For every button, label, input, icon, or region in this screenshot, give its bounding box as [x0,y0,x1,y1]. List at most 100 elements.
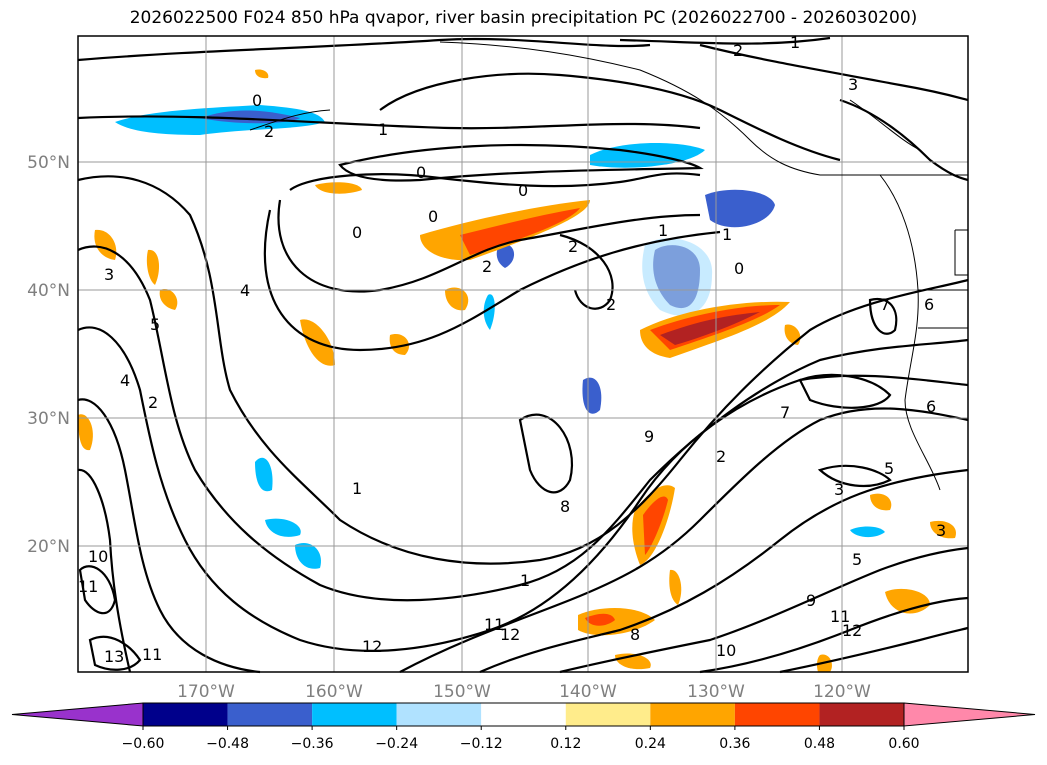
contour-label: 12 [362,637,382,656]
colorbar-segment [396,703,482,726]
contour-label: 11 [484,615,504,634]
contour-label: 8 [560,497,570,516]
contour-label: 4 [120,371,130,390]
lat-label: 30°N [27,409,70,429]
contour-label: 1 [352,479,362,498]
contour-label: 2 [716,447,726,466]
contour-label: 5 [884,459,894,478]
contour-label: 3 [104,265,114,284]
colorbar-extend-low [11,702,144,727]
colorbar-segment [227,703,313,726]
contour-label: 7 [780,403,790,422]
shade-orange [315,182,362,194]
contour-label: 10 [716,641,736,660]
shade-orange [78,414,93,451]
contour-label: 9 [806,591,816,610]
graticule [78,36,968,672]
colorbar-tick-label: −0.60 [122,736,165,752]
colorbar-tick-label: 0.12 [550,736,581,752]
lon-label: 160°W [305,682,363,702]
contour-label: 5 [150,315,160,334]
contour-label: 11 [830,607,850,626]
shade-orange [870,493,892,511]
shade-orange [930,520,956,539]
shade-lblue [642,238,713,316]
contour-label: 11 [78,577,98,596]
contour-label: 0 [734,259,744,278]
shade-blue [496,244,515,268]
shade-blue [295,542,321,569]
shade-orange [146,249,160,285]
colorbar-segment [650,703,735,726]
latitude-labels: 50°N 40°N 30°N 20°N [27,153,70,557]
contour-labels: 1 2 3 0 1 2 0 0 0 0 2 1 0 2 1 2 4 5 3 4 … [78,33,946,666]
colorbar-tick-label: −0.12 [460,736,503,752]
colorbar-extend-high [903,702,1036,727]
shade-red [643,496,668,555]
shade-blue [705,189,775,228]
shade-orange [159,289,178,310]
lat-label: 40°N [27,281,70,301]
contour-label: 3 [936,521,946,540]
contour-label: 4 [240,281,250,300]
shade-blue [850,526,885,538]
contour-label: 9 [644,427,654,446]
colorbar-segment [565,703,651,726]
shade-blue [255,457,273,492]
shade-orange [94,229,117,260]
shade-orange [669,569,682,605]
contour-label: 2 [606,295,616,314]
contour-label: 3 [848,75,858,94]
shade-blue [483,294,495,330]
contour-label: 1 [520,571,530,590]
colorbar-tick-label: −0.48 [206,736,249,752]
colorbar-segment [734,703,820,726]
shading-layer [78,69,956,672]
lon-label: 170°W [177,682,235,702]
contour-label: 1 [790,33,800,52]
colorbar-tick-label: −0.36 [291,736,334,752]
contour-label: 7 [880,295,890,314]
contour-layer [77,36,969,674]
contour-label: 6 [924,295,934,314]
contour-label: 12 [500,625,520,644]
contour-label: 0 [518,181,528,200]
contour-label: 2 [733,41,743,60]
contour-label: 0 [416,163,426,182]
shade-red [460,208,580,255]
lon-label: 150°W [433,682,491,702]
colorbar-tick-label: −0.24 [375,736,418,752]
colorbar-tick-label: 0.48 [804,736,835,752]
contour-label: 11 [142,645,162,664]
colorbar-tick-label: 0.36 [719,736,750,752]
shade-orange [445,287,469,311]
contour-label: 1 [658,221,668,240]
contour-label: 13 [104,647,124,666]
contour-label: 1 [378,120,388,139]
shade-orange [784,324,801,345]
longitude-labels: 170°W 160°W 150°W 140°W 130°W 120°W [177,682,871,702]
coastlines [249,41,968,491]
contour-label: 0 [252,91,262,110]
lon-label: 140°W [559,682,617,702]
contour-label: 5 [852,550,862,569]
colorbar-outline [142,702,905,727]
lat-label: 50°N [27,153,70,173]
contour-label: 0 [352,223,362,242]
lon-label: 120°W [813,682,871,702]
map-title: 2026022500 F024 850 hPa qvapor, river ba… [129,8,918,28]
shade-blue [582,377,602,414]
colorbar-segment [312,703,397,726]
shade-orange [389,334,410,355]
contour-label: 2 [264,122,274,141]
contour-label: 3 [834,480,844,499]
contour-label: 6 [926,397,936,416]
contour-label: 1 [722,225,732,244]
lat-label: 20°N [27,537,70,557]
contour-label: 2 [148,393,158,412]
shade-red [660,312,760,345]
shade-red [585,613,615,626]
contour-label: 0 [428,207,438,226]
colorbar-segment [481,703,566,726]
